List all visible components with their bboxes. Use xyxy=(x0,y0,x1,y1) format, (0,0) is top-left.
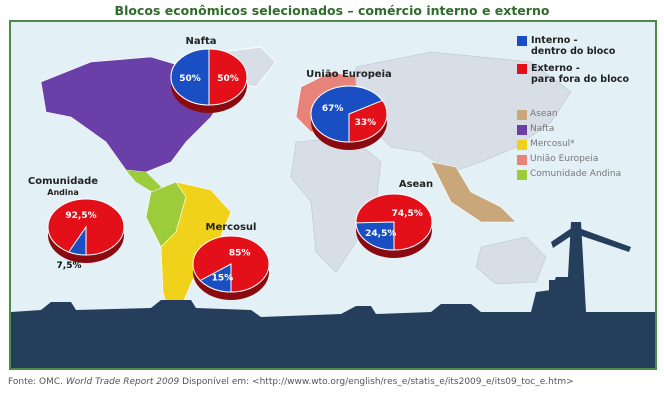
legend-item: Nafta xyxy=(530,124,555,134)
pie-slice-interno xyxy=(355,221,395,251)
map-frame: 50% 50% Nafta 67% 33% União Europeia 7,5% 92,5%… xyxy=(9,20,657,370)
pie-label-externo: 33% xyxy=(355,118,377,128)
legend-swatch xyxy=(517,125,527,135)
pie-title: Asean xyxy=(399,179,433,190)
pie-slice-interno xyxy=(170,48,210,106)
legend-swatch xyxy=(517,170,527,180)
source-prefix: Fonte: OMC. xyxy=(8,377,64,387)
pie-title-line2: Andina xyxy=(47,188,78,197)
central-america xyxy=(126,170,161,194)
pie-label-interno: 67% xyxy=(322,104,344,114)
pie-charts: 50% 50% Nafta 67% 33% União Europeia 7,5% 92,5%… xyxy=(28,36,433,300)
pie-label-interno: 24,5% xyxy=(365,229,396,239)
pie-label-interno: 15% xyxy=(212,273,234,283)
crane-container xyxy=(549,280,571,292)
map-title: Blocos econômicos selecionados – comérci… xyxy=(114,3,550,18)
legend-swatch xyxy=(517,140,527,150)
africa xyxy=(290,136,382,273)
pie-title: Comunidade xyxy=(28,176,98,187)
pie-label-externo: 50% xyxy=(217,74,239,84)
pie-slice-interno xyxy=(199,263,232,293)
legend-externo: Externo - para fora do bloco xyxy=(531,63,629,85)
legend-item: Comunidade Andina xyxy=(530,169,622,179)
legend-item: Mercosul* xyxy=(530,139,575,149)
source-note: Fonte: OMC. World Trade Report 2009 Disp… xyxy=(8,377,574,387)
pie-title: Mercosul xyxy=(206,222,257,233)
pie-slice-interno xyxy=(310,85,384,143)
asean-region xyxy=(430,161,517,223)
pie-label-externo: 85% xyxy=(229,249,251,259)
source-suffix: Disponível em: <http://www.wto.org/engli… xyxy=(182,377,574,387)
pie-label-externo: 74,5% xyxy=(392,209,423,219)
legend-swatch xyxy=(517,110,527,120)
legend-externo-swatch xyxy=(517,64,527,74)
legend-item: Asean xyxy=(530,109,558,119)
legend-interno: Interno - dentro do bloco xyxy=(531,35,615,57)
pie-label-interno: 50% xyxy=(179,74,201,84)
legend-item: União Europeia xyxy=(530,154,599,164)
pie-slice-interno xyxy=(67,225,87,256)
australia xyxy=(475,236,547,285)
pie-title: Nafta xyxy=(186,36,217,47)
source-report: World Trade Report 2009 xyxy=(65,377,180,387)
pie-label-externo: 92,5% xyxy=(65,211,96,221)
pie-title: União Europeia xyxy=(306,69,392,80)
legend-externo-line1: Externo - xyxy=(531,63,580,74)
legend-externo-line2: para fora do bloco xyxy=(531,74,630,85)
legend-interno-line1: Interno - xyxy=(531,35,578,46)
legend-swatch xyxy=(517,155,527,165)
pie-label-interno: 7,5% xyxy=(57,261,82,271)
ships-silhouette xyxy=(11,277,655,368)
legend-interno-line2: dentro do bloco xyxy=(531,46,616,57)
legend-interno-swatch xyxy=(517,36,527,46)
